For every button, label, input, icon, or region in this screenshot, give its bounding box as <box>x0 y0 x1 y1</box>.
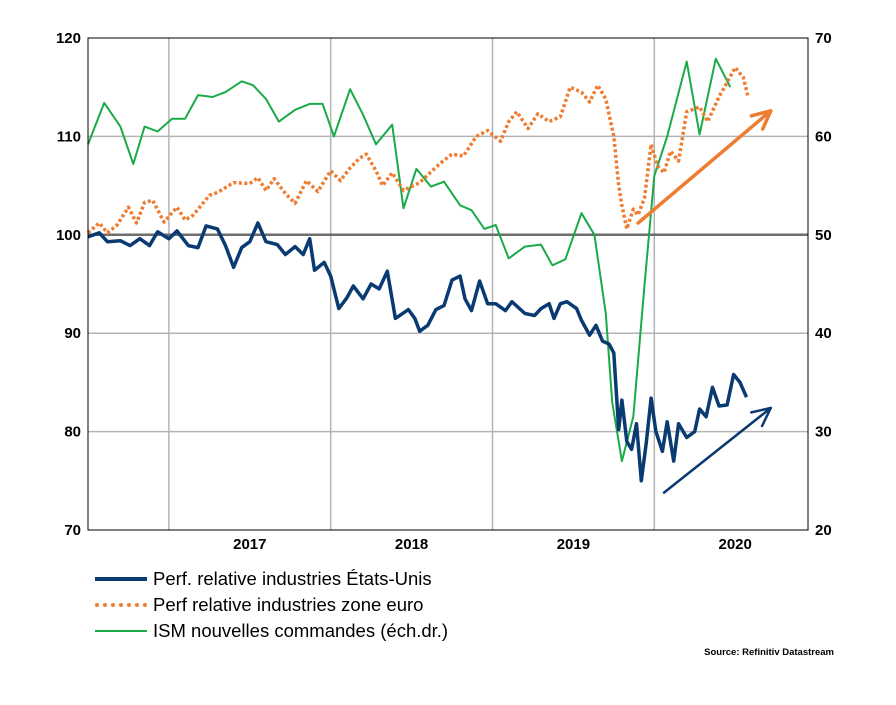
x-tick-label: 2017 <box>233 536 266 553</box>
us-trend-arrow-head <box>750 406 773 428</box>
y-left-tick-label: 80 <box>64 424 81 441</box>
legend-item-euro: Perf relative industries zone euro <box>95 592 448 618</box>
y-left-tick-label: 110 <box>57 128 81 145</box>
y-right-tick-label: 60 <box>815 128 832 145</box>
legend-item-us: Perf. relative industries États-Unis <box>95 566 448 592</box>
euro-trend-arrow-head <box>749 109 773 131</box>
y-right-tick-label: 30 <box>815 424 832 441</box>
legend-item-ism: ISM nouvelles commandes (éch.dr.) <box>95 618 448 644</box>
series-us-line <box>87 221 749 483</box>
legend-label-ism: ISM nouvelles commandes (éch.dr.) <box>153 620 449 641</box>
y-left-tick-label: 90 <box>64 325 81 342</box>
legend-label-euro: Perf relative industries zone euro <box>153 594 424 615</box>
euro-trend-arrow <box>636 109 773 225</box>
legend: Perf. relative industries États-Unis Per… <box>95 566 448 644</box>
x-tick-label: 2018 <box>395 536 428 553</box>
legend-swatch-euro <box>95 603 147 607</box>
plot-frame <box>87 37 809 531</box>
legend-swatch-us <box>95 577 147 581</box>
source-note: Source: Refinitiv Datastream <box>704 647 834 658</box>
y-right-tick-label: 20 <box>815 522 832 539</box>
series-group <box>86 57 750 483</box>
y-right-tick-label: 50 <box>815 227 832 244</box>
series-ism-line <box>87 57 732 463</box>
y-left-tick-label: 100 <box>56 227 81 244</box>
y-left-tick-label: 120 <box>56 30 81 47</box>
arrows-group <box>636 109 773 494</box>
x-tick-label: 2019 <box>557 536 590 553</box>
legend-label-us: Perf. relative industries États-Unis <box>153 568 432 589</box>
us-trend-arrow <box>662 406 773 494</box>
x-tick-label: 2020 <box>719 536 752 553</box>
y-right-tick-label: 40 <box>815 325 832 342</box>
grid <box>88 38 808 530</box>
tick-labels: 70 80 90 100 110 120 20 30 40 50 60 70 2017 2018 2019 2… <box>56 30 832 553</box>
legend-swatch-ism <box>95 630 147 632</box>
y-left-tick-label: 70 <box>64 522 81 539</box>
y-right-tick-label: 70 <box>815 30 832 47</box>
series-euro-line <box>86 65 750 235</box>
